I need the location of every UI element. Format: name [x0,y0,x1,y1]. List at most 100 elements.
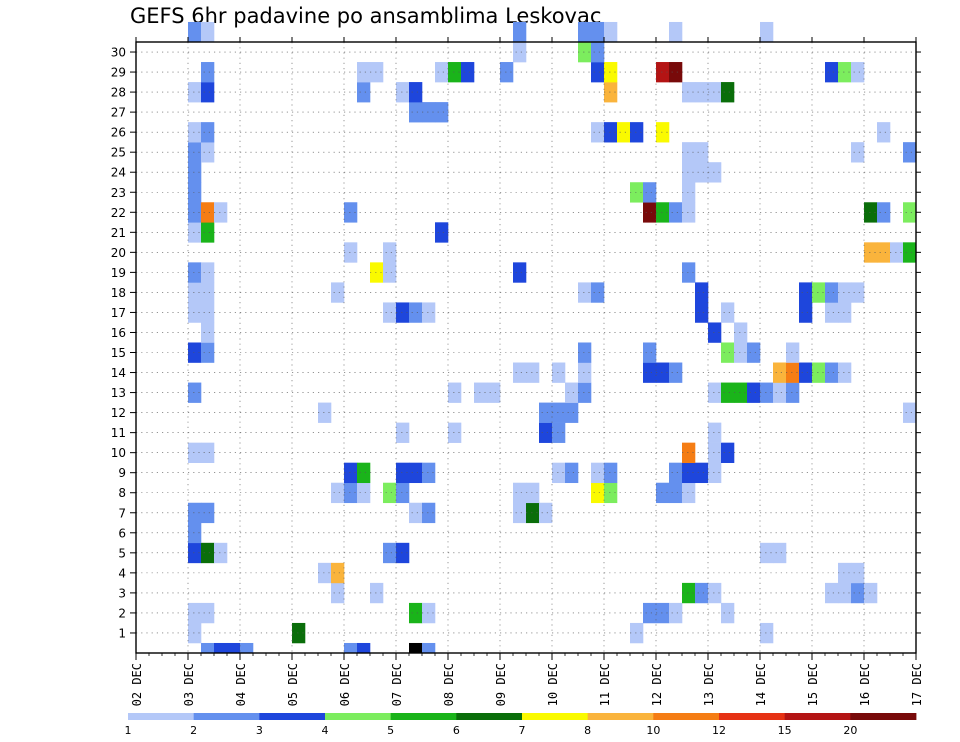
heatmap-cell [409,502,423,524]
heatmap-cell [409,642,423,654]
colorbar-label: 10 [646,724,660,737]
heatmap-cell [409,302,423,323]
y-tick-label: 3 [118,586,126,600]
heatmap-cell [435,102,449,123]
heatmap-cell [227,642,241,654]
heatmap-cell [643,202,657,223]
heatmap-cell [188,162,202,183]
heatmap-cell [201,502,215,524]
colorbar-label: 7 [519,724,526,737]
heatmap-cell [669,602,683,624]
heatmap-cell [409,602,423,624]
y-tick-label: 19 [111,266,126,280]
heatmap-cell [565,462,579,484]
colorbar-label: 1 [125,724,132,737]
heatmap-cell [565,402,579,423]
heatmap-cell [344,242,358,263]
heatmap-cell [383,482,397,504]
colorbar-swatch [784,713,851,720]
heatmap-cell [201,342,215,363]
heatmap-cell [552,362,566,383]
y-tick-label: 1 [118,626,126,640]
heatmap-cell [760,622,774,644]
heatmap-cell [201,262,215,283]
y-tick-label: 7 [118,506,126,520]
heatmap-cell [461,62,475,83]
heatmap-cell [201,62,215,83]
heatmap-cell [903,142,917,163]
heatmap-cell [357,462,371,484]
heatmap-cell [409,82,423,103]
heatmap-cell [188,122,202,143]
colorbar-label: 3 [256,724,263,737]
heatmap-cell [773,542,787,564]
heatmap-cell [708,422,722,443]
heatmap-cell [513,21,527,43]
heatmap-cell [201,142,215,163]
heatmap-cell [760,21,774,43]
heatmap-cell [214,202,228,223]
heatmap-cell [903,242,917,263]
colorbar-label: 4 [322,724,329,737]
heatmap-cell [201,302,215,323]
heatmap-cell [357,642,371,654]
heatmap-cell [188,622,202,644]
colorbar-legend: 1 2 3 4 5 6 7 8 10 12 15 20 [125,713,917,737]
heatmap-cell [682,442,696,463]
heatmap-cell [656,482,670,504]
heatmap-cell [760,542,774,564]
heatmap-cell [851,142,865,163]
heatmap-cell [734,342,748,363]
y-tick-label: 4 [118,566,126,580]
heatmap-cell [786,382,800,403]
heatmap-cell [864,202,878,223]
heatmap-cell [708,162,722,183]
heatmap-cell [188,262,202,283]
heatmap-cell [578,21,592,43]
colorbar-label: 8 [584,724,591,737]
heatmap-cell [318,402,332,423]
heatmap-cell [201,222,215,243]
heatmap-cell [799,362,813,383]
heatmap-cell [851,62,865,83]
heatmap-cell [578,282,592,303]
heatmap-cell [565,382,579,403]
heatmap-cell [721,82,735,103]
heatmap-cell [825,362,839,383]
heatmap-cell [578,42,592,63]
y-tick-label: 17 [111,306,126,320]
heatmap-cell [851,282,865,303]
y-tick-label: 21 [111,226,126,240]
y-tick-label: 20 [111,246,126,260]
heatmap-cell [604,82,618,103]
heatmap-cell [604,122,618,143]
heatmap-cell [877,122,891,143]
heatmap-cell [422,302,436,323]
colorbar-swatch [390,713,457,720]
heatmap-cell [500,62,514,83]
heatmap-cell [422,502,436,524]
y-tick-label: 30 [111,46,126,60]
heatmap-cell [669,482,683,504]
y-tick-label: 12 [111,406,126,420]
y-tick-label: 27 [111,106,126,120]
heatmap-cell [721,342,735,363]
colorbar-swatch [325,713,392,720]
heatmap-cell [201,602,215,624]
heatmap-cell [838,302,852,323]
heatmap-cell [344,462,358,484]
heatmap-cell [643,602,657,624]
heatmap-cell [344,482,358,504]
heatmap-cell [578,382,592,403]
heatmap-cell [396,542,410,564]
heatmap-cell [656,602,670,624]
heatmap-cell [825,302,839,323]
colorbar-label: 5 [387,724,394,737]
heatmap-cell [591,21,605,43]
heatmap-cell [669,21,683,43]
heatmap-cell [396,482,410,504]
heatmap-cell [903,402,917,423]
heatmap-cell [448,62,462,83]
heatmap-cell [617,122,631,143]
x-axis: 02 DEC 03 DEC 04 DEC 05 DEC 06 DEC 07 DEC 08 D… [130,37,924,706]
